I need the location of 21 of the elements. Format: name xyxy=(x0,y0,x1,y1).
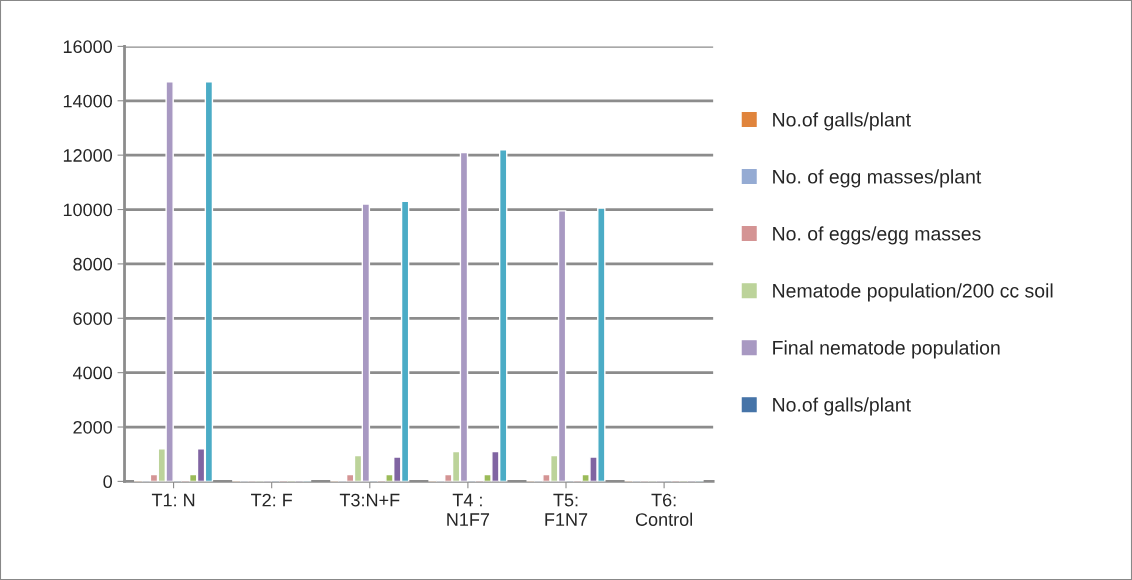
legend-label: No. of egg masses/plant xyxy=(773,169,982,188)
y-tick-label: 4000 xyxy=(72,366,113,380)
legend-label: No. of eggs/egg masses xyxy=(773,226,981,245)
y-tick-label: 6000 xyxy=(73,312,113,325)
x-tick-label: T2: F xyxy=(251,493,293,507)
y-tick-label: 0 xyxy=(103,475,113,489)
legend-label: Final nematode population xyxy=(773,340,1000,359)
x-tick-label: T3:N+F xyxy=(339,493,400,507)
y-tick-label: 14000 xyxy=(63,94,113,108)
y-tick-label: 2000 xyxy=(73,420,113,434)
y-tick-label: 12000 xyxy=(63,149,113,162)
x-tick-label: T6: Control xyxy=(635,493,692,526)
y-tick-label: 10000 xyxy=(63,203,113,217)
x-tick-label: T5: F1N7 xyxy=(545,493,588,526)
y-tick-label: 8000 xyxy=(73,257,113,271)
legend-label: No.of galls/plant xyxy=(773,397,911,416)
y-tick-label: 16000 xyxy=(63,40,113,54)
legend-label: Nematode population/200 cc soil xyxy=(773,283,1053,302)
x-tick-label: T1: N xyxy=(151,493,195,507)
x-tick-label: T4 : N1F7 xyxy=(447,493,490,526)
legend-label: No.of galls/plant xyxy=(773,112,911,131)
